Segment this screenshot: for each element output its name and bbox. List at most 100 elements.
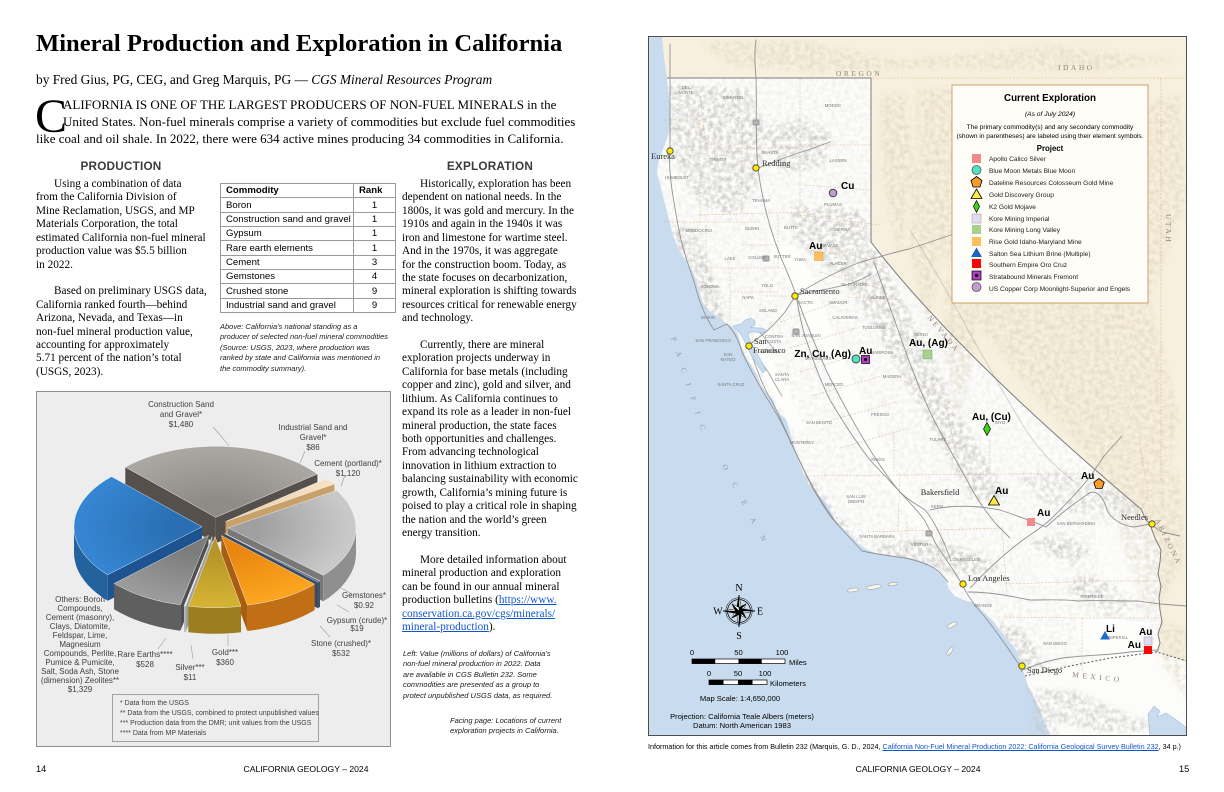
svg-text:Au: Au — [1139, 627, 1152, 638]
svg-text:Cement (portland)*: Cement (portland)* — [314, 459, 382, 468]
svg-text:(dimension) Zeolites**: (dimension) Zeolites** — [41, 676, 119, 685]
svg-text:Gold Discovery Group: Gold Discovery Group — [989, 192, 1054, 199]
svg-text:Silver***: Silver*** — [175, 663, 204, 672]
svg-text:* Data from the USGS: * Data from the USGS — [120, 700, 189, 707]
svg-text:0: 0 — [690, 648, 694, 657]
svg-text:MERCED: MERCED — [825, 382, 844, 387]
svg-text:Au: Au — [1081, 471, 1094, 482]
svg-text:**** Data from MP Materials: **** Data from MP Materials — [120, 730, 207, 737]
svg-text:TEHAMA: TEHAMA — [752, 198, 770, 203]
svg-text:Pumice & Pumicite,: Pumice & Pumicite, — [45, 658, 114, 667]
svg-text:SACTO.: SACTO. — [798, 300, 814, 305]
svg-text:KINGS: KINGS — [871, 457, 885, 462]
svg-text:$528: $528 — [136, 660, 154, 669]
svg-text:Current Exploration: Current Exploration — [1004, 93, 1096, 104]
svg-text:Cement (masonry),: Cement (masonry), — [46, 613, 114, 622]
svg-text:CALAVERAS: CALAVERAS — [832, 315, 858, 320]
svg-text:Rise Gold Idaho-Maryland Mine: Rise Gold Idaho-Maryland Mine — [989, 239, 1082, 246]
svg-text:Cu: Cu — [841, 181, 854, 192]
svg-text:SANTA: SANTA — [775, 372, 789, 377]
svg-text:(As of July 2024): (As of July 2024) — [1025, 111, 1075, 118]
svg-text:Li: Li — [1106, 624, 1115, 635]
svg-text:SOLANO: SOLANO — [759, 308, 778, 313]
svg-text:Miles: Miles — [789, 658, 807, 667]
svg-text:$1,329: $1,329 — [68, 685, 93, 694]
svg-text:EL DORADO: EL DORADO — [841, 282, 867, 287]
svg-text:DEL: DEL — [682, 85, 691, 90]
svg-text:Stone (crushed)*: Stone (crushed)* — [311, 639, 371, 648]
svg-text:Gemstones*: Gemstones* — [342, 591, 386, 600]
svg-text:*** Production data from the D: *** Production data from the DMR; unit v… — [120, 720, 312, 727]
svg-text:UTAH: UTAH — [1164, 214, 1173, 244]
svg-text:San Diego: San Diego — [1027, 666, 1062, 675]
svg-text:TUOLUMNE: TUOLUMNE — [862, 325, 886, 330]
svg-text:SUTTER: SUTTER — [773, 254, 790, 259]
svg-text:PLUMAS: PLUMAS — [824, 202, 842, 207]
svg-text:NORTE: NORTE — [679, 90, 694, 95]
svg-text:MENDOCINO: MENDOCINO — [686, 228, 713, 233]
svg-text:STANISLAUS: STANISLAUS — [805, 356, 832, 361]
svg-text:Blue Moon Metals Blue Moon: Blue Moon Metals Blue Moon — [989, 168, 1075, 175]
svg-text:Project: Project — [1037, 144, 1064, 153]
svg-text:$1,120: $1,120 — [336, 469, 361, 478]
svg-text:$19: $19 — [350, 624, 364, 633]
svg-text:MATEO: MATEO — [721, 357, 737, 362]
svg-text:E: E — [757, 607, 763, 618]
svg-text:Salt, Soda Ash, Stone: Salt, Soda Ash, Stone — [41, 667, 119, 676]
svg-text:NEVADA: NEVADA — [821, 243, 838, 248]
svg-text:$360: $360 — [216, 658, 234, 667]
svg-text:Dateline Resources Colosseum G: Dateline Resources Colosseum Gold Mine — [989, 180, 1114, 187]
svg-text:LOS ANGELES: LOS ANGELES — [950, 557, 980, 562]
svg-text:VENTURA: VENTURA — [911, 542, 932, 547]
svg-text:100: 100 — [776, 648, 789, 657]
svg-text:YOLO: YOLO — [761, 283, 774, 288]
svg-text:$11: $11 — [184, 673, 197, 682]
svg-text:SHASTA: SHASTA — [762, 150, 779, 155]
svg-text:GLENN: GLENN — [745, 226, 760, 231]
svg-text:TRINITY: TRINITY — [710, 157, 727, 162]
svg-text:SAN: SAN — [724, 352, 733, 357]
svg-text:S: S — [736, 631, 742, 642]
svg-text:Au, (Cu): Au, (Cu) — [972, 412, 1011, 423]
svg-text:$1,480: $1,480 — [169, 420, 194, 429]
svg-text:Zn, Cu, (Ag): Zn, Cu, (Ag) — [794, 349, 851, 360]
svg-text:50: 50 — [734, 669, 742, 678]
svg-text:CLARA: CLARA — [775, 377, 789, 382]
svg-text:Rare Earths****: Rare Earths**** — [117, 650, 172, 659]
svg-text:Kilometers: Kilometers — [770, 679, 806, 688]
svg-text:W: W — [713, 607, 723, 618]
svg-text:Au: Au — [995, 486, 1008, 497]
svg-text:Datum: North American 1983: Datum: North American 1983 — [693, 721, 791, 730]
svg-text:ORANGE: ORANGE — [974, 603, 993, 608]
svg-text:Au: Au — [859, 346, 872, 357]
svg-text:MARIPOSA: MARIPOSA — [871, 350, 894, 355]
svg-text:Au: Au — [1037, 508, 1050, 519]
svg-text:CONTRA: CONTRA — [765, 334, 783, 339]
svg-text:Apollo Calico Silver: Apollo Calico Silver — [989, 156, 1047, 163]
svg-text:SONOMA: SONOMA — [700, 284, 719, 289]
svg-text:Kore Mining Long Valley: Kore Mining Long Valley — [989, 227, 1061, 234]
svg-text:MONTEREY: MONTEREY — [790, 440, 814, 445]
svg-text:Au, (Ag): Au, (Ag) — [909, 338, 948, 349]
svg-text:ALPINE: ALPINE — [870, 295, 885, 300]
svg-text:OBISPO: OBISPO — [848, 499, 865, 504]
svg-text:Magnesium: Magnesium — [59, 640, 101, 649]
svg-text:SAN BENITO: SAN BENITO — [806, 420, 833, 425]
svg-text:AMADOR: AMADOR — [829, 300, 848, 305]
svg-text:MODOC: MODOC — [825, 103, 841, 108]
svg-text:Compounds, Perlite,: Compounds, Perlite, — [44, 649, 116, 658]
svg-text:50: 50 — [734, 648, 742, 657]
svg-text:and Gravel*: and Gravel* — [160, 410, 202, 419]
svg-text:YUBA: YUBA — [794, 257, 806, 262]
svg-text:Industrial Sand and: Industrial Sand and — [279, 423, 348, 432]
svg-text:RIVERSIDE: RIVERSIDE — [1080, 594, 1103, 599]
svg-text:0: 0 — [707, 669, 711, 678]
svg-text:US Copper Corp Moonlight-Super: US Copper Corp Moonlight-Superior and En… — [989, 286, 1131, 293]
svg-text:SAN BERNARDINO: SAN BERNARDINO — [1057, 521, 1096, 526]
svg-text:Gypsum (crude)*: Gypsum (crude)* — [327, 616, 387, 625]
svg-text:SANTA CRUZ: SANTA CRUZ — [718, 382, 745, 387]
svg-text:Bakersfield: Bakersfield — [921, 488, 960, 497]
svg-text:OREGON: OREGON — [836, 69, 882, 78]
svg-text:COLUSA: COLUSA — [748, 255, 766, 260]
svg-text:Los Angeles: Los Angeles — [968, 574, 1010, 583]
